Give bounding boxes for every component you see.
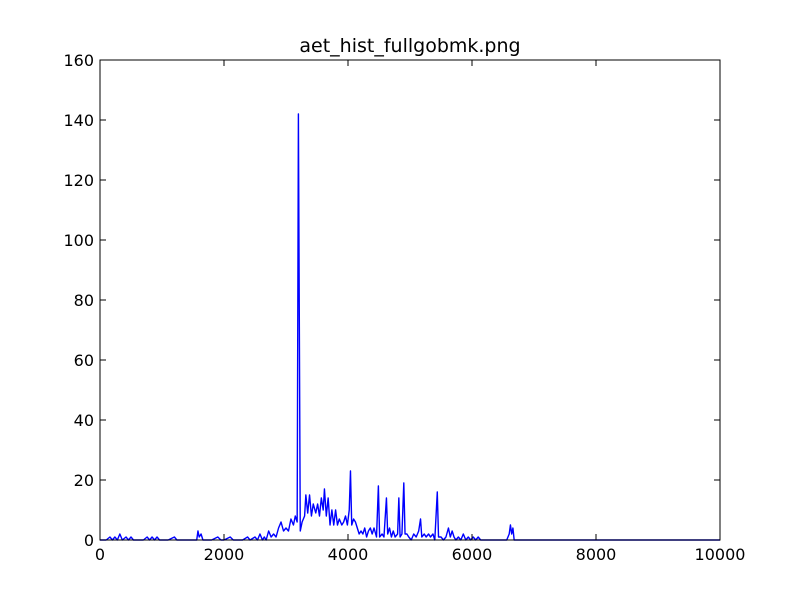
plot-area-frame — [99, 59, 721, 541]
x-tick-label: 2000 — [204, 545, 245, 564]
y-tick-label: 160 — [63, 51, 94, 70]
y-tick-label: 120 — [63, 171, 94, 190]
y-tick-label: 60 — [74, 351, 94, 370]
x-tick-label: 10000 — [695, 545, 746, 564]
y-tick-label: 0 — [84, 531, 94, 550]
chart-title: aet_hist_fullgobmk.png — [299, 35, 520, 57]
x-tick-label: 4000 — [328, 545, 369, 564]
y-tick-label: 80 — [74, 291, 94, 310]
series-line-0 — [100, 113, 720, 541]
x-tick-label: 8000 — [576, 545, 617, 564]
axis-ticks: 0 2000 4000 6000 8000 10000 0 20 40 60 80 100 120 140… — [63, 51, 745, 564]
y-tick-label: 40 — [74, 411, 94, 430]
y-tick-label: 100 — [63, 231, 94, 250]
y-tick-label: 140 — [63, 111, 94, 130]
plot-data-layer — [100, 113, 720, 541]
y-tick-label: 20 — [74, 471, 94, 490]
x-tick-label: 0 — [95, 545, 105, 564]
x-tick-label: 6000 — [452, 545, 493, 564]
